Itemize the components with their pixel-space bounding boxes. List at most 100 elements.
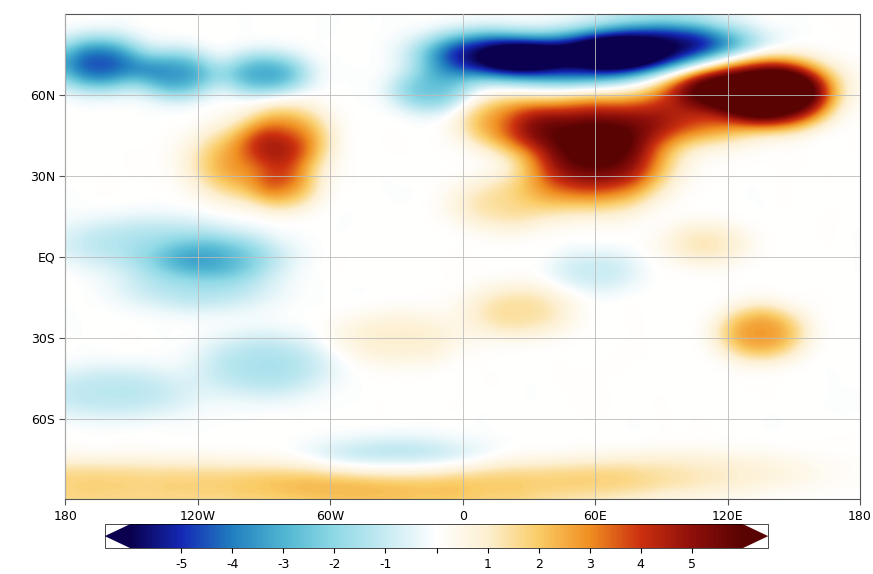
Point	[456, 253, 470, 262]
Point	[456, 253, 470, 262]
Point	[456, 253, 470, 262]
Point	[456, 253, 470, 262]
Point	[456, 253, 470, 262]
Point	[456, 253, 470, 262]
Point	[456, 253, 470, 262]
Point	[456, 253, 470, 262]
Point	[456, 253, 470, 262]
Point	[456, 253, 470, 262]
Point	[456, 253, 470, 262]
Point	[456, 253, 470, 262]
Point	[456, 253, 470, 262]
Point	[456, 253, 470, 262]
Point	[456, 253, 470, 262]
Point	[456, 253, 470, 262]
Point	[456, 253, 470, 262]
Point	[456, 253, 470, 262]
Polygon shape	[105, 524, 130, 548]
Point	[456, 253, 470, 262]
Point	[456, 253, 470, 262]
Point	[456, 253, 470, 262]
Point	[456, 253, 470, 262]
Point	[456, 253, 470, 262]
Point	[456, 253, 470, 262]
Point	[456, 253, 470, 262]
Point	[456, 253, 470, 262]
Point	[456, 253, 470, 262]
Point	[456, 253, 470, 262]
Point	[456, 253, 470, 262]
Point	[456, 253, 470, 262]
Point	[456, 253, 470, 262]
Point	[456, 253, 470, 262]
Point	[456, 253, 470, 262]
Point	[456, 253, 470, 262]
Point	[456, 253, 470, 262]
Point	[456, 253, 470, 262]
Point	[456, 253, 470, 262]
Point	[456, 253, 470, 262]
Point	[456, 253, 470, 262]
Point	[456, 253, 470, 262]
Point	[456, 253, 470, 262]
Point	[456, 253, 470, 262]
Point	[456, 253, 470, 262]
Point	[456, 253, 470, 262]
Point	[456, 253, 470, 262]
Point	[456, 253, 470, 262]
Point	[456, 253, 470, 262]
Point	[456, 253, 470, 262]
Point	[456, 253, 470, 262]
Point	[456, 253, 470, 262]
Point	[456, 253, 470, 262]
Point	[456, 253, 470, 262]
Point	[456, 253, 470, 262]
Point	[456, 253, 470, 262]
Point	[456, 253, 470, 262]
Point	[456, 253, 470, 262]
Point	[456, 253, 470, 262]
Point	[456, 253, 470, 262]
Point	[456, 253, 470, 262]
Point	[456, 253, 470, 262]
Point	[456, 253, 470, 262]
Point	[456, 253, 470, 262]
Point	[456, 253, 470, 262]
Point	[456, 253, 470, 262]
Point	[456, 253, 470, 262]
Point	[456, 253, 470, 262]
Point	[456, 253, 470, 262]
Point	[456, 253, 470, 262]
Point	[456, 253, 470, 262]
Point	[456, 253, 470, 262]
Point	[456, 253, 470, 262]
Point	[456, 253, 470, 262]
Point	[456, 253, 470, 262]
Point	[456, 253, 470, 262]
Point	[456, 253, 470, 262]
Point	[456, 253, 470, 262]
Point	[456, 253, 470, 262]
Point	[456, 253, 470, 262]
Point	[456, 253, 470, 262]
Point	[456, 253, 470, 262]
Point	[456, 253, 470, 262]
Point	[456, 253, 470, 262]
Point	[456, 253, 470, 262]
Point	[456, 253, 470, 262]
Point	[456, 253, 470, 262]
Point	[456, 253, 470, 262]
Point	[456, 253, 470, 262]
Point	[456, 253, 470, 262]
Point	[456, 253, 470, 262]
Point	[456, 253, 470, 262]
Point	[456, 253, 470, 262]
Point	[456, 253, 470, 262]
Point	[456, 253, 470, 262]
Point	[456, 253, 470, 262]
Polygon shape	[743, 524, 768, 548]
Point	[456, 253, 470, 262]
Point	[456, 253, 470, 262]
Point	[456, 253, 470, 262]
Point	[456, 253, 470, 262]
